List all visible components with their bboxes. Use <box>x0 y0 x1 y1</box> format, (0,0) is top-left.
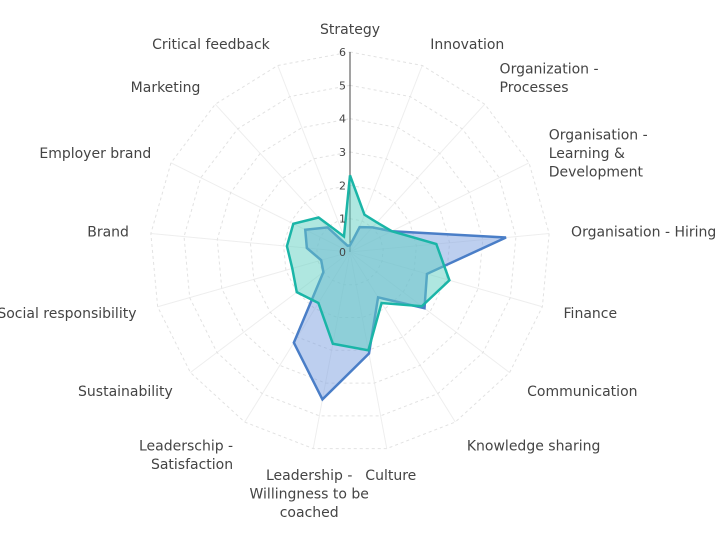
radial-tick-label: 3 <box>339 146 346 159</box>
radial-tick-label: 2 <box>339 179 346 192</box>
category-label: Sustainability <box>78 384 173 400</box>
category-labels: Strategy Innovation Organization -Processe… <box>0 22 716 521</box>
category-label: Brand <box>87 225 129 241</box>
category-label: Marketing <box>131 80 201 96</box>
category-label: Leadership -Willingness to be coached <box>250 468 369 521</box>
category-label: Organisation - Hiring <box>571 225 716 241</box>
category-label: Finance <box>564 306 618 322</box>
radar-grid-ring <box>216 118 484 384</box>
radial-tick-labels: 0 1 2 3 4 5 6 <box>339 46 346 259</box>
radial-tick-label: 1 <box>339 213 346 226</box>
category-label: Leaderschip -Satisfaction <box>139 439 233 474</box>
radial-tick-label: 4 <box>339 113 346 126</box>
radial-tick-label: 0 <box>339 246 346 259</box>
radar-grid-ring <box>150 51 550 450</box>
category-label: Employer brand <box>39 146 151 162</box>
category-label: Strategy <box>320 22 380 38</box>
radial-tick-label: 6 <box>339 46 346 59</box>
category-label: Knowledge sharing <box>467 439 601 455</box>
series-2-area <box>285 174 451 352</box>
category-label: Communication <box>527 384 637 400</box>
radial-tick-label: 5 <box>339 79 346 92</box>
category-label: Social responsibility <box>0 306 136 322</box>
category-label: Critical feedback <box>152 37 271 53</box>
category-label: Organization -Processes <box>500 61 599 96</box>
category-label: Innovation <box>430 37 504 53</box>
radar-series <box>285 174 507 402</box>
category-label: Culture <box>365 468 416 484</box>
category-label: Organisation -Learning & Development <box>549 128 648 181</box>
